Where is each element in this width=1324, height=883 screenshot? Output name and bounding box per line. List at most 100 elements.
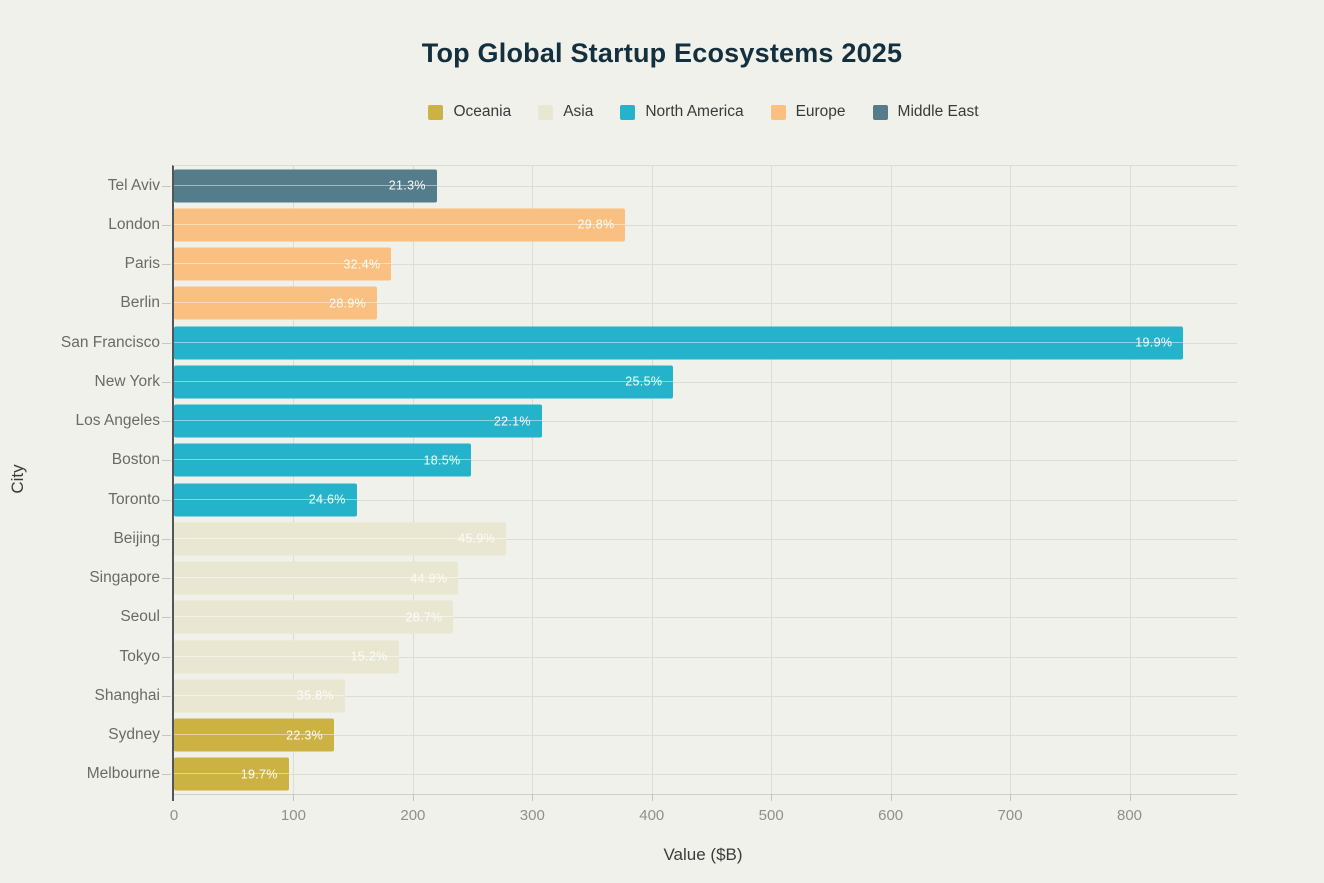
x-tick-mark-0 <box>172 794 174 801</box>
x-tick-label-400: 400 <box>639 807 665 824</box>
legend-swatch-north-america <box>620 104 636 120</box>
x-tick-label-200: 200 <box>400 807 426 824</box>
city-label-melbourne: Melbourne <box>86 765 160 783</box>
bar-value-label: 45.9% <box>458 531 496 546</box>
x-tick-label-300: 300 <box>519 807 545 824</box>
gridline-x-500 <box>771 166 773 794</box>
gridline-x-400 <box>651 166 653 794</box>
bar-toronto[interactable]: 24.6% <box>174 483 357 517</box>
bar-row-tel-aviv: Tel Aviv 21.3% <box>108 166 1237 205</box>
city-label-shanghai: Shanghai <box>94 686 160 704</box>
bar-row-tokyo: Tokyo 15.2% <box>120 637 1237 676</box>
bar-boston[interactable]: 18.5% <box>174 443 472 477</box>
legend-swatch-europe <box>770 104 786 120</box>
city-label-berlin: Berlin <box>120 294 160 312</box>
city-label-beijing: Beijing <box>113 529 160 547</box>
bar-value-label: 19.7% <box>240 767 278 782</box>
bar-value-label: 28.9% <box>329 296 367 311</box>
legend: Oceania Asia North America Europe Middle Eas… <box>172 103 1235 121</box>
x-tick-label-800: 800 <box>1116 807 1143 824</box>
legend-label: Asia <box>563 103 594 120</box>
bar-london[interactable]: 29.8% <box>174 208 626 242</box>
city-label-los-angeles: Los Angeles <box>75 412 160 430</box>
bar-tokyo[interactable]: 15.2% <box>174 640 399 674</box>
legend-item-europe[interactable]: Europe <box>770 103 846 121</box>
bar-value-label: 21.3% <box>388 178 426 193</box>
bar-new-york[interactable]: 25.5% <box>174 365 674 399</box>
bar-value-label: 15.2% <box>350 649 388 664</box>
city-label-san-francisco: San Francisco <box>60 333 160 351</box>
bar-row-los-angeles: Los Angeles 22.1% <box>76 402 1237 441</box>
bar-shanghai[interactable]: 35.8% <box>174 679 345 713</box>
bar-singapore[interactable]: 44.9% <box>174 561 459 595</box>
y-axis-title: City <box>8 464 27 494</box>
bar-value-label: 24.6% <box>308 492 346 507</box>
bar-row-toronto: Toronto 24.6% <box>108 480 1237 519</box>
gridline-x-800 <box>1129 166 1131 794</box>
bar-row-seoul: Seoul 28.7% <box>120 598 1237 637</box>
gridline-x-700 <box>1010 166 1012 794</box>
city-label-singapore: Singapore <box>89 569 160 587</box>
bar-value-label: 28.7% <box>405 610 443 625</box>
legend-label: Europe <box>795 103 846 120</box>
bar-value-label: 29.8% <box>577 217 615 232</box>
city-label-seoul: Seoul <box>120 608 160 626</box>
city-label-london: London <box>108 215 160 233</box>
gridline-x-300 <box>532 166 534 794</box>
x-tick-mark-800 <box>1129 794 1131 801</box>
x-tick-mark-600 <box>890 794 892 801</box>
x-tick-mark-100 <box>293 794 295 801</box>
bar-value-label: 18.5% <box>423 453 461 468</box>
bar-paris[interactable]: 32.4% <box>174 247 392 281</box>
bar-beijing[interactable]: 45.9% <box>174 522 507 556</box>
x-tick-mark-500 <box>771 794 773 801</box>
chart-title: Top Global Startup Ecosystems 2025 <box>421 38 903 68</box>
bar-value-label: 19.9% <box>1135 335 1173 350</box>
bar-value-label: 25.5% <box>625 374 663 389</box>
bar-row-berlin: Berlin 28.9% <box>120 284 1237 323</box>
bar-melbourne[interactable]: 19.7% <box>174 757 289 791</box>
bar-seoul[interactable]: 28.7% <box>174 600 454 634</box>
bar-row-london: London 29.8% <box>108 205 1237 244</box>
bar-berlin[interactable]: 28.9% <box>174 286 378 320</box>
x-tick-label-100: 100 <box>280 807 306 824</box>
bar-los-angeles[interactable]: 22.1% <box>174 404 542 438</box>
x-tick-label-500: 500 <box>758 807 784 824</box>
bar-value-label: 44.9% <box>410 571 448 586</box>
legend-item-north-america[interactable]: North America <box>620 103 744 121</box>
city-label-paris: Paris <box>124 255 160 273</box>
bar-san-francisco[interactable]: 19.9% <box>174 326 1184 360</box>
x-tick-label-0: 0 <box>169 807 179 824</box>
legend-label: North America <box>645 103 744 120</box>
gridline-x-200 <box>412 166 414 794</box>
city-label-tel-aviv: Tel Aviv <box>107 176 160 194</box>
bar-value-label: 22.3% <box>286 728 324 743</box>
bar-row-melbourne: Melbourne 19.7% <box>87 755 1237 794</box>
x-tick-label-600: 600 <box>878 807 904 824</box>
x-tick-mark-300 <box>532 794 534 801</box>
bar-tel-aviv[interactable]: 21.3% <box>174 169 437 203</box>
city-label-sydney: Sydney <box>108 726 160 744</box>
city-label-toronto: Toronto <box>108 490 160 508</box>
city-label-boston: Boston <box>111 451 160 469</box>
bar-row-san-francisco: San Francisco 19.9% <box>61 323 1237 362</box>
x-tick-mark-700 <box>1010 794 1012 801</box>
bar-value-label: 35.8% <box>296 688 334 703</box>
bar-row-shanghai: Shanghai 35.8% <box>94 676 1237 715</box>
bar-value-label: 32.4% <box>343 257 381 272</box>
legend-swatch-middle-east <box>872 104 888 120</box>
bar-row-paris: Paris 32.4% <box>125 245 1237 284</box>
legend-label: Middle East <box>897 103 979 120</box>
x-tick-label-700: 700 <box>997 807 1023 824</box>
city-label-new-york: New York <box>94 372 160 390</box>
legend-item-asia[interactable]: Asia <box>538 103 593 121</box>
legend-item-middle-east[interactable]: Middle East <box>872 103 979 121</box>
bar-row-boston: Boston 18.5% <box>112 441 1237 480</box>
bar-row-beijing: Beijing 45.9% <box>113 519 1237 558</box>
bar-row-singapore: Singapore 44.9% <box>89 559 1237 598</box>
bar-sydney[interactable]: 22.3% <box>174 718 335 752</box>
legend-swatch-asia <box>538 104 554 120</box>
plot-area: 0 100 200 300 400 500 600 700 800 Tel Aviv 21.3% Lo… <box>61 165 1237 824</box>
legend-item-oceania[interactable]: Oceania <box>428 103 511 121</box>
